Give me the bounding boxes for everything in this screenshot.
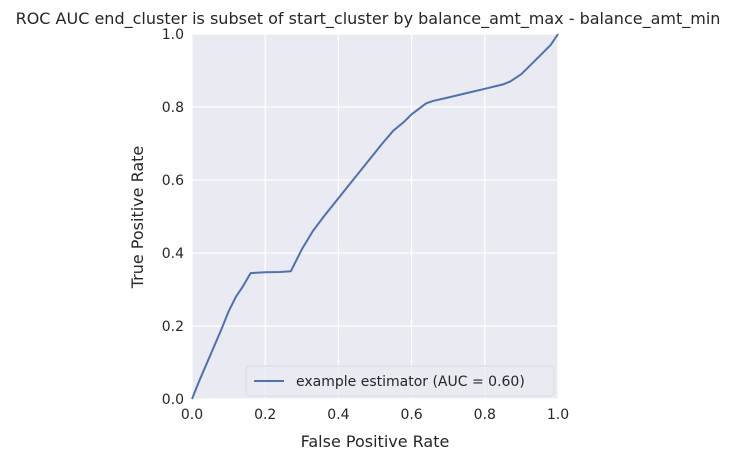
y-tick-label-1: 0.2 — [162, 319, 184, 335]
y-tick-label-5: 1.0 — [162, 27, 184, 43]
x-tick-label-1: 0.2 — [254, 407, 276, 423]
x-tick-label-2: 0.4 — [327, 407, 349, 423]
tick-labels: 0.0 0.2 0.4 0.6 0.8 1.0 0.0 0.2 0.4 0.6 0.8 1.0 — [162, 27, 569, 423]
y-tick-label-2: 0.4 — [162, 246, 184, 262]
y-tick-label-0: 0.0 — [162, 392, 184, 408]
series-layer — [191, 33, 559, 400]
legend-box — [245, 365, 555, 397]
x-tick-label-5: 1.0 — [547, 407, 569, 423]
x-axis-label: False Positive Rate — [301, 432, 450, 451]
y-tick-label-4: 0.8 — [162, 100, 184, 116]
x-tick-label-3: 0.6 — [400, 407, 422, 423]
x-tick-label-0: 0.0 — [181, 407, 203, 423]
legend: example estimator (AUC = 0.60) — [245, 365, 555, 397]
grid-lines — [191, 33, 559, 400]
roc-curve-line-0 — [191, 33, 559, 400]
legend-entry-label: example estimator (AUC = 0.60) — [296, 374, 525, 390]
plot-area — [192, 34, 558, 399]
y-tick-label-3: 0.6 — [162, 173, 184, 189]
y-axis-label: True Positive Rate — [128, 146, 147, 290]
x-tick-label-4: 0.8 — [474, 407, 496, 423]
chart-title: ROC AUC end_cluster is subset of start_c… — [16, 9, 721, 29]
